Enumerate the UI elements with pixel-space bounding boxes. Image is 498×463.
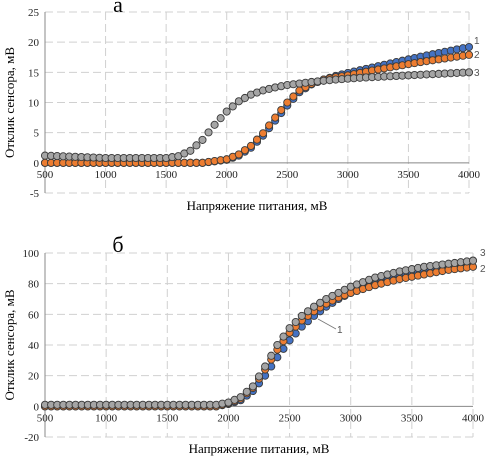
y-axis-title: Отклик сенсора, мВ (2, 47, 17, 158)
data-point (198, 135, 207, 144)
x-tick-label: 2000 (217, 412, 240, 424)
series-3 (40, 68, 474, 163)
series-label: 2 (474, 50, 480, 61)
data-point (464, 42, 474, 52)
y-tick-label: 5 (34, 128, 40, 140)
data-point (204, 128, 213, 137)
y-tick-label: 20 (28, 371, 40, 383)
data-point (283, 98, 292, 107)
x-tick-label: 3000 (337, 169, 360, 181)
data-point (242, 387, 251, 396)
data-point (216, 114, 225, 123)
x-tick-label: 2500 (279, 412, 302, 424)
data-point (192, 141, 201, 150)
y-tick-label: 15 (28, 67, 40, 79)
data-point (468, 256, 478, 265)
x-tick-label: 4000 (458, 169, 481, 181)
data-point (291, 317, 300, 327)
data-point (228, 102, 237, 111)
y-tick-label: -20 (24, 432, 39, 444)
y-tick-label: 60 (28, 309, 40, 321)
x-tick-label: 3000 (340, 412, 363, 424)
data-point (261, 362, 270, 371)
series-label: 1 (474, 36, 480, 47)
data-point (285, 324, 294, 333)
data-point (236, 393, 245, 402)
data-point (289, 92, 298, 101)
data-point (271, 113, 280, 122)
y-tick-label: 10 (28, 98, 40, 110)
x-tick-label: 1500 (156, 412, 179, 424)
series-label: 3 (480, 248, 486, 259)
data-point (210, 120, 219, 129)
data-point (186, 146, 195, 155)
data-point (252, 135, 262, 144)
series-3 (40, 256, 478, 409)
data-point (309, 302, 319, 311)
series-label: 2 (480, 264, 486, 275)
data-point (254, 372, 264, 381)
x-tick-label: 2500 (276, 169, 299, 181)
data-point (279, 332, 288, 341)
chart-panel-1: 500 1000 1500 2000 2500 3000 3500 4000 -5 0 5 10 15 2… (2, 0, 481, 213)
data-point (259, 129, 268, 138)
data-point (464, 68, 474, 77)
x-tick-label: 500 (37, 169, 54, 181)
series-2 (40, 262, 478, 411)
data-point (240, 146, 249, 155)
y-tick-label: 40 (28, 340, 40, 352)
x-tick-label: 3500 (397, 169, 420, 181)
data-point (234, 150, 243, 159)
panel-letter: б (112, 232, 123, 257)
data-point (297, 311, 306, 320)
data-point (273, 340, 282, 350)
x-tick-label: 1000 (95, 169, 118, 181)
x-axis-title: Напряжение питания, мВ (189, 441, 330, 456)
panel-letter: а (113, 0, 123, 17)
data-point (265, 121, 274, 130)
series-label: 3 (474, 68, 480, 79)
data-point (267, 351, 276, 360)
y-tick-label: 100 (23, 248, 40, 260)
series-2 (40, 50, 474, 167)
y-tick-label: -5 (30, 188, 40, 200)
data-point (234, 97, 243, 106)
data-point (316, 298, 325, 307)
data-point (222, 107, 231, 116)
x-axis-title: Напряжение питания, мВ (187, 198, 328, 213)
x-tick-label: 2000 (216, 169, 239, 181)
y-tick-label: 0 (34, 158, 40, 170)
y-tick-label: 25 (28, 7, 40, 19)
x-tick-label: 1000 (95, 412, 118, 424)
y-tick-label: 20 (28, 37, 40, 49)
data-point (240, 93, 249, 103)
data-point (464, 50, 474, 59)
series-label: 1 (337, 325, 343, 336)
x-tick-label: 4000 (462, 412, 485, 424)
series-label-leader (317, 318, 337, 330)
x-tick-label: 1500 (155, 169, 178, 181)
x-tick-label: 500 (37, 412, 54, 424)
y-tick-label: 0 (34, 401, 40, 413)
data-point (248, 382, 257, 391)
data-point (246, 141, 255, 150)
y-axis-title: Отклик сенсора, мВ (2, 289, 17, 400)
data-point (277, 105, 286, 115)
x-tick-label: 3500 (401, 412, 424, 424)
chart-panel-2: 500 1000 1500 2000 2500 3000 3500 4000 -20 0 20 40 6… (2, 232, 486, 456)
data-point (303, 307, 312, 316)
y-tick-label: 80 (28, 279, 40, 291)
